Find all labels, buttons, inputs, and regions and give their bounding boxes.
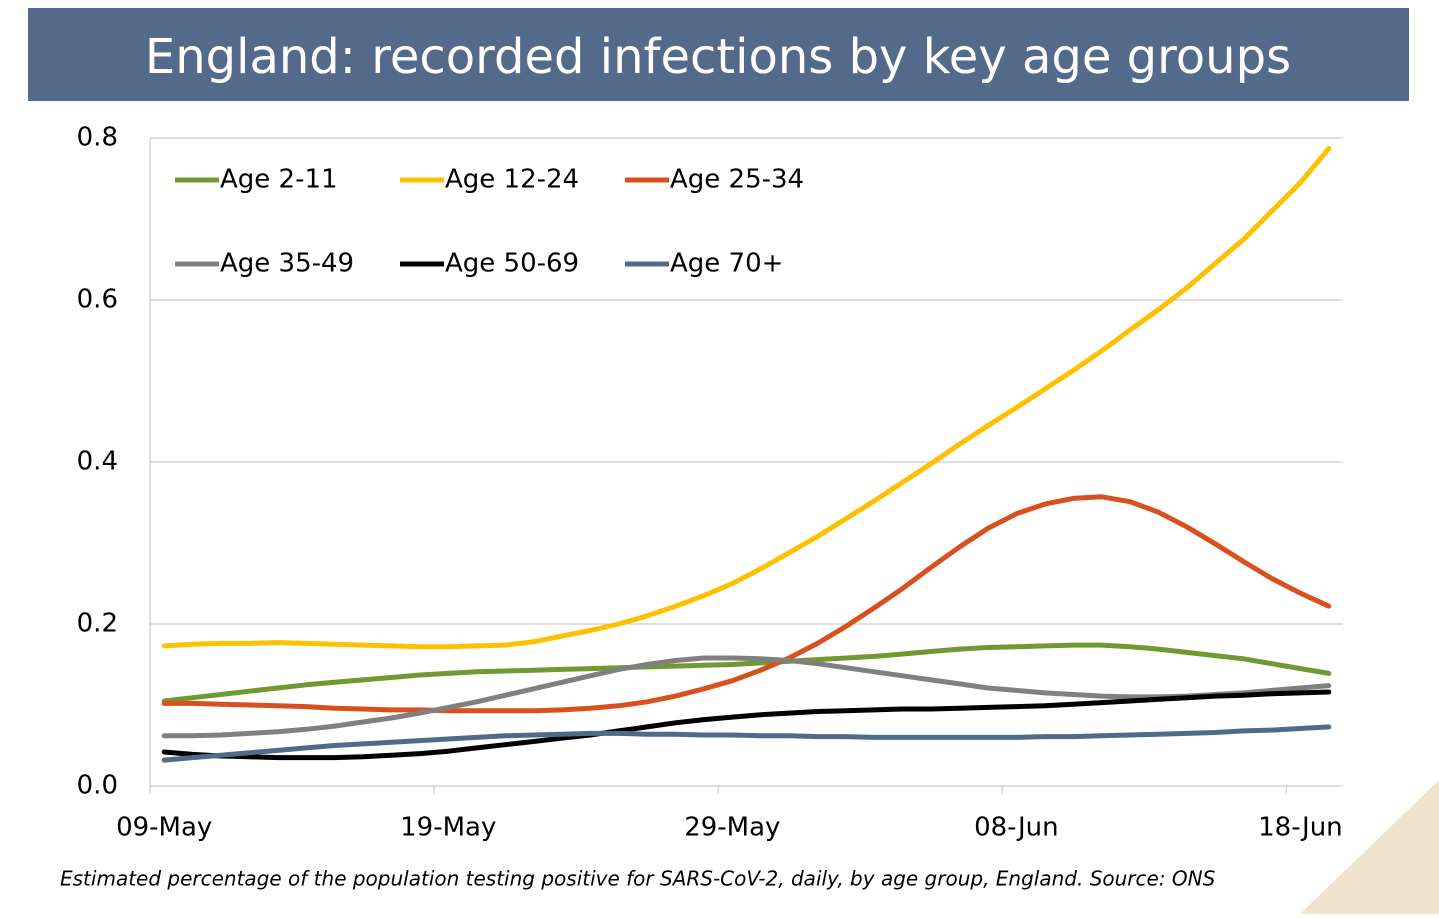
title-banner <box>28 8 1409 101</box>
series-line <box>161 655 1332 739</box>
caption: Estimated percentage of the population t… <box>60 867 1216 891</box>
legend-label: Age 50-69 <box>445 249 579 279</box>
series-line <box>161 494 1332 714</box>
legend-label: Age 25-34 <box>670 165 804 195</box>
y-tick-label: 0.2 <box>77 609 118 639</box>
y-tick-label: 0.6 <box>77 285 118 315</box>
x-tick-label: 29-May <box>684 813 780 843</box>
legend-label: Age 2-11 <box>220 165 338 195</box>
chart-title: England: recorded infections by key age … <box>145 29 1291 85</box>
series-line <box>161 146 1332 650</box>
series-line <box>161 689 1332 761</box>
x-tick-label: 08-Jun <box>974 813 1059 843</box>
series-line <box>161 642 1332 704</box>
legend-label: Age 35-49 <box>220 249 354 279</box>
x-tick-label: 19-May <box>400 813 496 843</box>
x-tick-label: 18-Jun <box>1258 813 1343 843</box>
legend-label: Age 70+ <box>670 249 783 279</box>
y-tick-label: 0.4 <box>77 447 118 477</box>
y-tick-label: 0.8 <box>77 123 118 153</box>
legend-label: Age 12-24 <box>445 165 579 195</box>
corner-decoration <box>1300 780 1439 914</box>
series-line <box>161 724 1332 763</box>
y-tick-label: 0.0 <box>77 771 118 801</box>
x-tick-label: 09-May <box>116 813 212 843</box>
